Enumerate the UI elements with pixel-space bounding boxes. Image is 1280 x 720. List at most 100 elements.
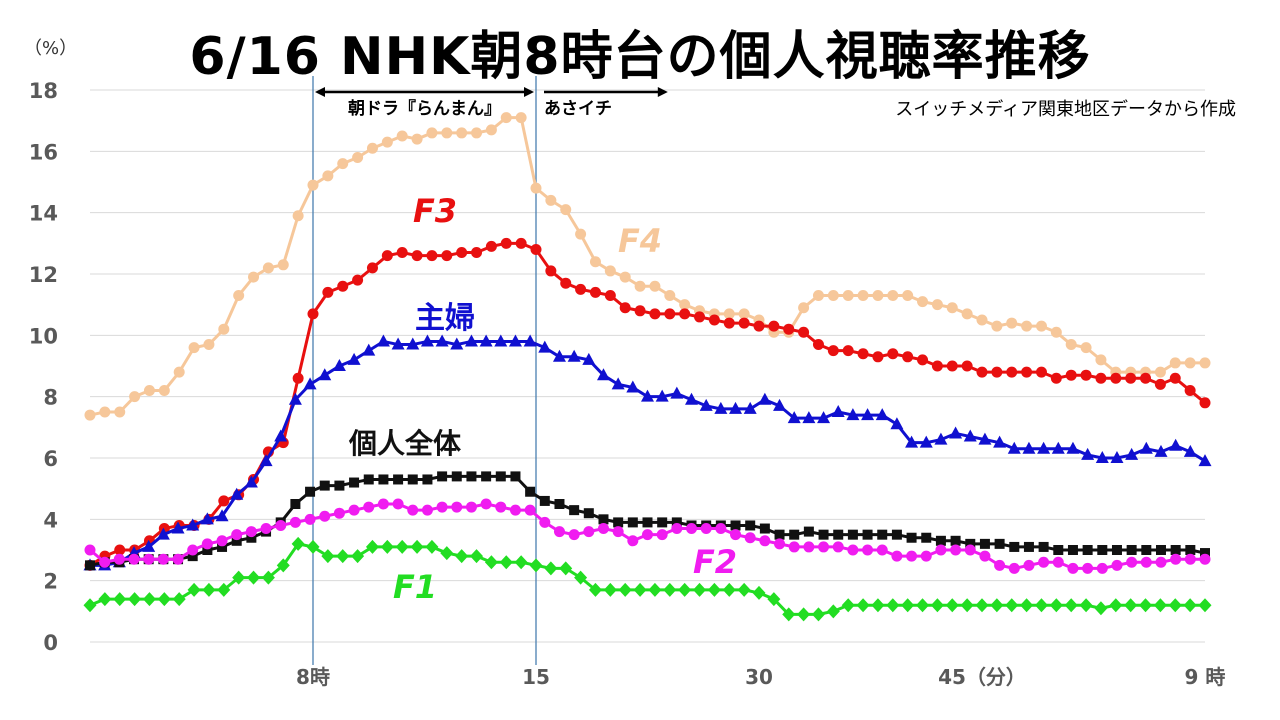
data-point <box>802 411 816 424</box>
data-point <box>524 504 536 516</box>
data-point <box>128 553 140 565</box>
source-note: スイッチメディア関東地区データから作成 <box>895 99 1236 120</box>
x-tick-label: 45（分） <box>938 665 1026 689</box>
data-point <box>349 477 360 488</box>
data-point <box>363 501 375 513</box>
data-point <box>575 283 587 295</box>
data-point <box>352 151 364 163</box>
data-point <box>994 538 1005 549</box>
data-point <box>244 475 258 488</box>
data-point <box>872 289 884 301</box>
data-point <box>906 550 918 562</box>
data-point <box>1095 372 1107 384</box>
data-point <box>560 277 572 289</box>
data-point <box>156 527 170 540</box>
program-label: 朝ドラ『らんまん』 <box>348 98 501 119</box>
data-point <box>723 317 735 329</box>
data-point <box>1008 562 1020 574</box>
data-point <box>715 523 727 535</box>
data-point <box>485 124 497 136</box>
data-point <box>336 549 350 564</box>
data-point <box>1169 372 1181 384</box>
data-point <box>173 366 185 378</box>
data-point <box>817 411 831 424</box>
data-point <box>887 348 899 360</box>
x-tick-label: 9 時 <box>1185 665 1226 689</box>
series-line <box>89 542 1205 616</box>
data-point <box>187 582 201 597</box>
data-point <box>451 471 462 482</box>
data-point <box>494 334 508 347</box>
data-point <box>976 366 988 378</box>
data-point <box>441 250 453 262</box>
data-point <box>979 538 990 549</box>
data-point <box>1095 354 1107 366</box>
data-point <box>553 526 565 538</box>
data-point <box>737 582 751 597</box>
data-point <box>260 523 272 535</box>
data-point <box>248 271 260 283</box>
data-point <box>396 247 408 259</box>
data-point <box>1111 559 1123 571</box>
data-point <box>426 127 438 139</box>
data-point <box>1052 556 1064 568</box>
data-point <box>332 359 346 371</box>
data-point <box>421 504 433 516</box>
x-tick-label: 8時 <box>296 665 330 689</box>
data-point <box>575 228 587 240</box>
data-point <box>470 549 484 564</box>
data-point <box>381 250 393 262</box>
program-arrow-head <box>657 87 668 97</box>
data-point <box>589 256 601 268</box>
data-point <box>500 112 512 124</box>
data-point <box>1064 598 1078 613</box>
data-point <box>530 182 542 194</box>
data-point <box>818 541 830 553</box>
data-point <box>847 529 858 540</box>
data-point <box>337 280 349 292</box>
data-point <box>334 480 345 491</box>
data-point <box>289 516 301 528</box>
data-point <box>1035 320 1047 332</box>
data-point <box>113 592 127 607</box>
data-point <box>649 280 661 292</box>
data-point <box>745 520 756 531</box>
data-point <box>990 598 1004 613</box>
data-point <box>841 598 855 613</box>
data-point <box>1153 598 1167 613</box>
data-point <box>597 523 609 535</box>
data-point <box>420 334 434 347</box>
data-point <box>203 339 215 351</box>
data-point <box>1009 541 1020 552</box>
data-point <box>1005 598 1019 613</box>
data-point <box>157 592 171 607</box>
data-point <box>759 535 771 547</box>
gridlines <box>90 89 1205 643</box>
data-point <box>714 401 728 414</box>
data-point <box>582 352 596 365</box>
data-point <box>530 243 542 255</box>
data-point <box>1139 441 1153 454</box>
data-point <box>157 553 169 565</box>
data-point <box>1183 444 1197 457</box>
data-point <box>875 408 889 421</box>
data-point <box>876 544 888 556</box>
data-point <box>83 598 97 613</box>
data-point <box>484 555 498 570</box>
data-point <box>832 541 844 553</box>
data-point <box>664 308 676 320</box>
data-point <box>129 391 141 403</box>
data-point <box>422 474 433 485</box>
data-point <box>589 286 601 298</box>
data-point <box>979 550 991 562</box>
data-point <box>1067 545 1078 555</box>
chart-title: 6/16 NHK朝8時台の個人視聴率推移 <box>189 27 1091 87</box>
data-point <box>1081 447 1095 460</box>
data-point <box>965 538 976 549</box>
data-point <box>978 432 992 445</box>
data-point <box>187 551 198 562</box>
data-point <box>906 532 917 543</box>
data-point <box>508 334 522 347</box>
data-point <box>842 345 854 357</box>
data-point <box>545 265 557 277</box>
